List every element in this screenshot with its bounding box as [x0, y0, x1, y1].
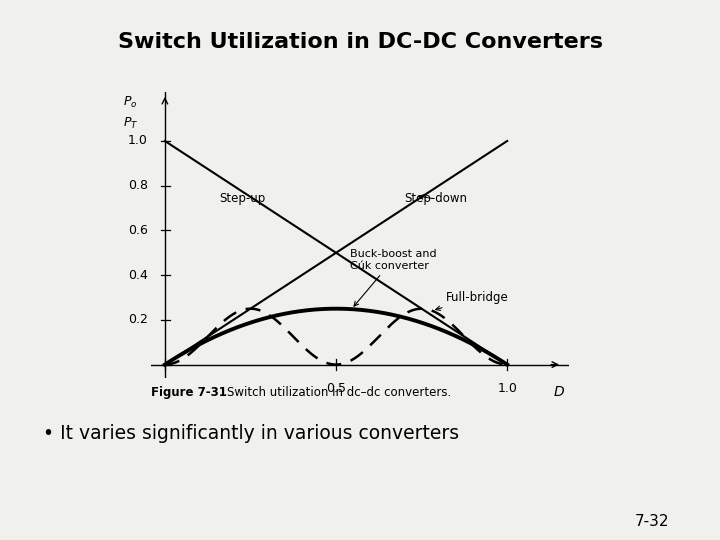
Text: • It varies significantly in various converters: • It varies significantly in various con… [43, 424, 459, 443]
Text: Buck-boost and
Cúk converter: Buck-boost and Cúk converter [350, 249, 436, 306]
Text: $P_T$: $P_T$ [123, 117, 138, 132]
Text: 0.5: 0.5 [326, 382, 346, 395]
Text: D: D [553, 384, 564, 399]
Text: Switch utilization in dc–dc converters.: Switch utilization in dc–dc converters. [227, 386, 451, 399]
Text: 0.6: 0.6 [128, 224, 148, 237]
Text: Switch Utilization in DC-DC Converters: Switch Utilization in DC-DC Converters [117, 32, 603, 52]
Text: 0.2: 0.2 [128, 313, 148, 326]
Text: 7-32: 7-32 [635, 514, 670, 529]
Text: 1.0: 1.0 [128, 134, 148, 147]
Text: 0.8: 0.8 [127, 179, 148, 192]
Text: 0.4: 0.4 [128, 268, 148, 282]
Text: Figure 7-31: Figure 7-31 [151, 386, 227, 399]
Text: Step-down: Step-down [405, 192, 467, 205]
Text: Step-up: Step-up [220, 192, 266, 205]
Text: 1.0: 1.0 [498, 382, 517, 395]
Text: $P_o$: $P_o$ [123, 94, 138, 110]
Text: Full-bridge: Full-bridge [436, 291, 508, 310]
